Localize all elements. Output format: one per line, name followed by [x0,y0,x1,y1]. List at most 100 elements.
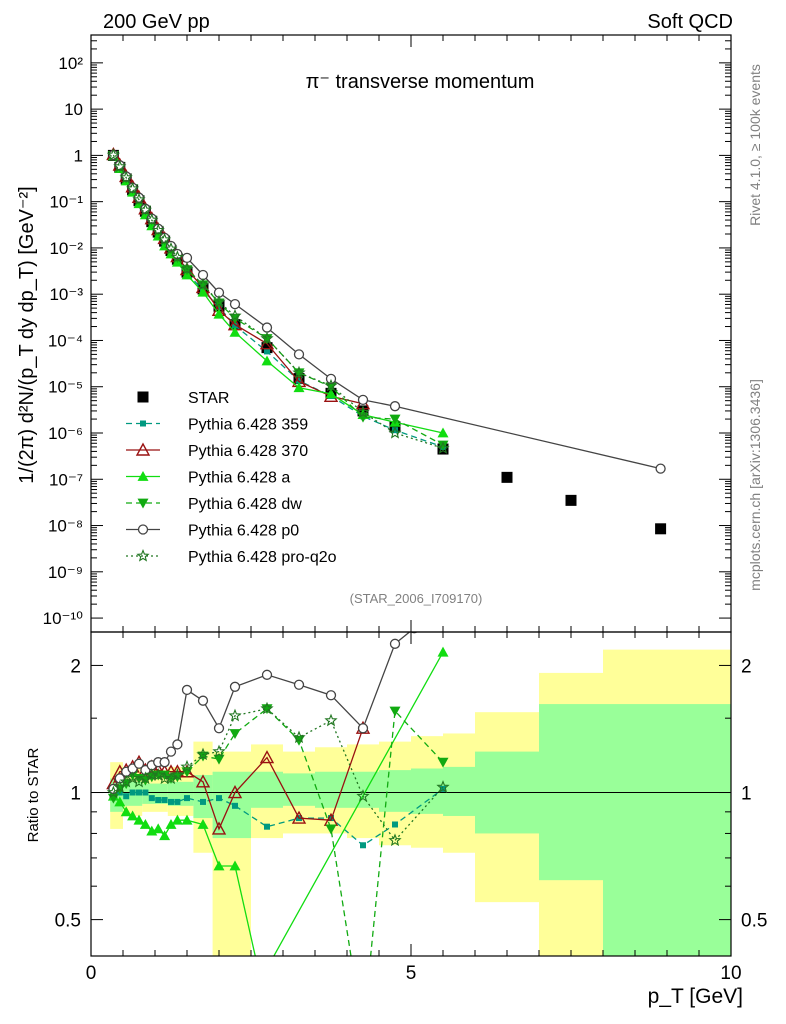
data-point [158,232,172,246]
ratio-point [127,810,139,821]
green-band-bin [283,773,315,806]
x-tick-label: 5 [406,963,417,984]
green-band-bin [603,704,731,956]
ratio-point [229,729,241,739]
ratio-point [360,842,366,849]
ratio-point [388,833,402,847]
y-tick-label: 1 [74,146,83,165]
ratio-point [170,767,184,781]
ratio-point [436,780,450,793]
ratio-point [197,695,209,706]
ratio-y-axis-label: Ratio to STAR [25,747,42,842]
ratio-point [389,638,401,649]
ratio-point [133,814,145,825]
data-point [181,252,193,264]
legend-marker [136,548,150,562]
analysis-annotation: (STAR_2006_I709170) [350,591,483,606]
ratio-point [357,723,369,734]
data-point [229,298,241,310]
y-tick-label: 10⁻¹⁰ [43,609,84,628]
data-point [437,440,449,451]
series-line [112,154,444,449]
ratio-point [161,797,168,804]
y-tick-label: 10⁻⁸ [48,517,83,536]
ratio-point [211,821,227,835]
data-point [292,365,306,379]
ratio-point [260,701,274,715]
data-point [145,213,159,226]
data-point [389,401,401,412]
green-band-bin [411,768,443,814]
ratio-point [229,860,241,871]
ratio-point [200,798,206,805]
ratio-point [228,708,242,722]
ratio-point [120,806,132,817]
x-tick-label: 0 [86,963,97,984]
y-tick-label: 10⁻⁷ [49,470,83,489]
ratio-point [181,684,193,696]
ratio-point [165,746,177,757]
data-point [172,248,183,260]
ratio-point [180,759,194,773]
ratio-point [114,796,126,807]
data-point [389,414,401,425]
data-point [228,308,242,322]
ratio-plot-series [106,632,450,956]
legend-label: Pythia 6.428 pro-q2o [188,549,337,566]
ratio-point [148,795,155,802]
ratio-point [392,821,398,828]
legend: STAR Pythia 6.428 359 Pythia 6.428 370 Pyth… [126,390,337,566]
y-tick-label: 10⁻⁴ [48,331,83,350]
y-tick-label: 10² [58,54,83,73]
ratio-point [197,818,209,829]
data-point [325,388,337,399]
data-point [196,277,210,291]
data-point [264,348,270,355]
ratio-point [181,814,193,825]
data-point [293,349,305,360]
ratio-point [259,750,275,764]
data-point [260,331,274,345]
data-point [436,441,450,454]
legend-label: Pythia 6.428 a [188,470,290,487]
plot-title: π⁻ transverse momentum [306,71,535,93]
ratio-point [325,690,337,701]
ratio-point [152,823,164,834]
ratio-y-tick-label: 0.5 [741,911,767,932]
ratio-point [172,739,183,750]
ratio-point [129,789,136,796]
legend-marker [135,442,151,456]
ratio-point [213,723,225,734]
legend-label: Pythia 6.428 p0 [188,523,299,540]
ratio-point [293,679,305,690]
ratio-y-tick-label: 0.5 [55,911,81,932]
data-point [229,326,241,337]
data-point [293,382,305,393]
ratio-point [325,824,337,835]
legend-label: Pythia 6.428 dw [188,496,302,513]
ratio-point [171,814,183,825]
ratio-point [213,860,225,871]
header-right-label: Soft QCD [647,11,733,33]
ratio-y-tick-label: 1 [741,784,752,805]
ratio-y-tick-label: 2 [70,656,81,677]
y-tick-label: 10⁻¹ [49,193,83,212]
data-point [357,394,369,406]
legend-marker [137,471,149,481]
green-band-bin [443,766,475,816]
legend-marker [137,391,149,403]
ratio-point [212,744,226,758]
ratio-point [136,789,142,796]
data-point [392,427,398,434]
y-tick-label: 10 [64,100,83,119]
ratio-point [227,785,243,799]
data-point [655,523,667,535]
main-plot-series [106,146,667,535]
series-line [112,155,444,434]
legend-label: STAR [188,390,229,407]
ratio-point [292,730,306,744]
ratio-point [126,771,140,785]
data-point [113,159,127,173]
ratio-point [123,793,130,800]
